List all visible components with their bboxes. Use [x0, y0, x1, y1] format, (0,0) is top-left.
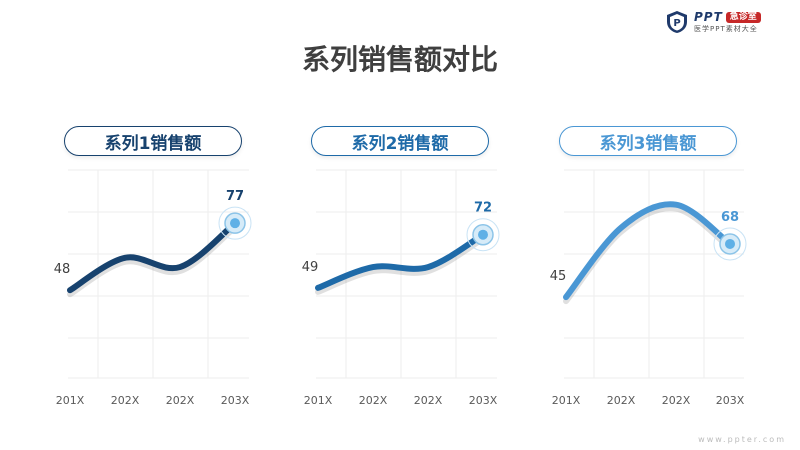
end-marker-dot	[230, 218, 240, 229]
svg-text:P: P	[673, 18, 680, 29]
chart-3-title: 系列3销售额	[559, 126, 737, 156]
end-marker-dot	[725, 238, 735, 249]
series-line	[315, 231, 486, 291]
website-url: www.ppter.com	[698, 435, 786, 444]
end-marker-dot	[478, 229, 488, 240]
logo-subtitle: 医学PPT素材大全	[694, 25, 758, 33]
x-tick-label: 202X	[414, 394, 443, 407]
series-line-shadow	[315, 235, 486, 295]
end-marker-outer-ring	[218, 206, 252, 240]
shield-logo-icon: P	[667, 11, 687, 33]
x-tick-label: 201X	[56, 394, 85, 407]
logo-brand: PPT	[694, 10, 723, 24]
x-tick-label: 201X	[552, 394, 581, 407]
end-value-label: 77	[226, 189, 244, 204]
series-line	[67, 220, 238, 294]
chart-2-title: 系列2销售额	[311, 126, 489, 156]
x-tick-label: 203X	[716, 394, 745, 407]
end-value-label: 68	[721, 210, 739, 225]
series-line	[563, 201, 733, 301]
end-marker-outer-ring	[713, 227, 747, 261]
end-value-label: 72	[474, 201, 492, 216]
x-tick-label: 202X	[662, 394, 691, 407]
brand-logo: P PPT 急诊室 医学PPT素材大全	[666, 8, 788, 36]
x-tick-label: 202X	[359, 394, 388, 407]
x-tick-label: 202X	[607, 394, 636, 407]
x-tick-label: 203X	[469, 394, 498, 407]
x-tick-label: 202X	[166, 394, 195, 407]
page-title: 系列销售额对比	[301, 43, 498, 76]
start-value-label: 45	[550, 269, 567, 284]
start-value-label: 49	[302, 260, 319, 275]
end-marker-outer-ring	[466, 218, 500, 252]
x-tick-label: 201X	[304, 394, 333, 407]
x-tick-label: 203X	[221, 394, 250, 407]
x-tick-label: 202X	[111, 394, 140, 407]
start-value-label: 48	[54, 262, 71, 277]
chart-1-title: 系列1销售额	[64, 126, 242, 156]
logo-badge: 急诊室	[725, 11, 761, 23]
